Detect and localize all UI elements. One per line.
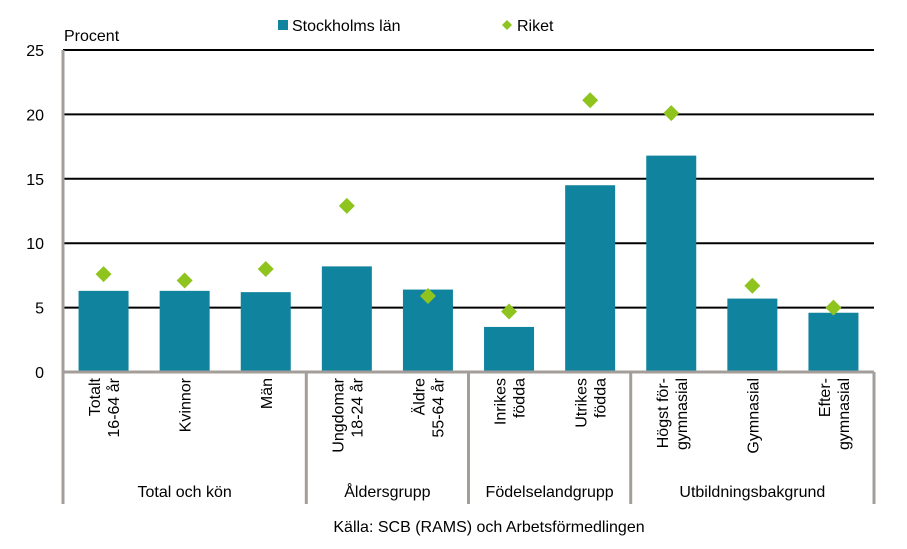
legend-label-marker: Riket <box>517 18 554 35</box>
bar <box>646 155 697 372</box>
category-label: Kvinnor <box>178 377 195 432</box>
marker-point <box>338 197 355 214</box>
group-labels: Total och kön Åldersgrupp Födelselandgrupp… <box>138 482 826 501</box>
category-label: Äldre 55-64 år <box>410 377 447 437</box>
y-tick-label: 25 <box>26 43 44 60</box>
category-labels: Totalt 16-64 år Kvinnor Män Ungdomar 18-24 år… <box>87 377 853 453</box>
bar <box>240 292 291 372</box>
category-label: Totalt 16-64 år <box>87 377 123 437</box>
axes <box>61 50 876 504</box>
bar <box>565 185 616 372</box>
legend-label-bar: Stockholms län <box>292 18 401 35</box>
category-label: Gymnasial <box>745 378 762 454</box>
legend: Stockholms län Riket <box>278 18 554 35</box>
y-tick-labels: 0 5 10 15 20 25 <box>26 43 44 382</box>
marker-point <box>663 105 680 122</box>
bar <box>484 326 535 372</box>
y-axis-label: Procent <box>64 28 120 45</box>
marker-point <box>257 260 274 277</box>
y-tick-label: 10 <box>26 236 44 253</box>
group-label: Födelselandgrupp <box>486 484 614 501</box>
category-label: Högst för-gymnasial <box>655 378 691 450</box>
bar-series <box>78 155 859 372</box>
y-tick-label: 0 <box>35 365 44 382</box>
category-label: Utrikes födda <box>574 378 610 428</box>
legend-swatch-marker <box>502 20 512 30</box>
category-label: Ungdomar 18-24 år <box>330 377 366 452</box>
bar <box>78 290 129 372</box>
category-label: Inrikes födda <box>493 378 529 425</box>
marker-point <box>419 288 436 305</box>
gridlines <box>63 49 874 309</box>
bar <box>727 298 778 372</box>
marker-point <box>582 92 599 109</box>
y-tick-label: 15 <box>26 172 44 189</box>
group-label: Total och kön <box>138 484 232 501</box>
source-note: Källa: SCB (RAMS) och Arbetsförmedlingen <box>333 519 644 536</box>
group-label: Utbildningsbakgrund <box>679 484 825 501</box>
group-label: Åldersgrupp <box>344 482 430 501</box>
marker-point <box>95 266 112 283</box>
legend-swatch-bar <box>278 20 288 30</box>
bar <box>159 290 210 372</box>
marker-point <box>501 303 518 320</box>
bar <box>808 312 859 372</box>
category-label: Efter-gymnasial <box>817 378 853 450</box>
y-tick-label: 20 <box>26 107 44 124</box>
marker-point <box>825 299 842 316</box>
marker-point <box>744 277 761 294</box>
category-label: Män <box>259 378 276 409</box>
marker-series <box>95 92 842 320</box>
y-tick-label: 5 <box>35 301 44 318</box>
marker-point <box>176 272 193 289</box>
bar <box>321 266 372 372</box>
